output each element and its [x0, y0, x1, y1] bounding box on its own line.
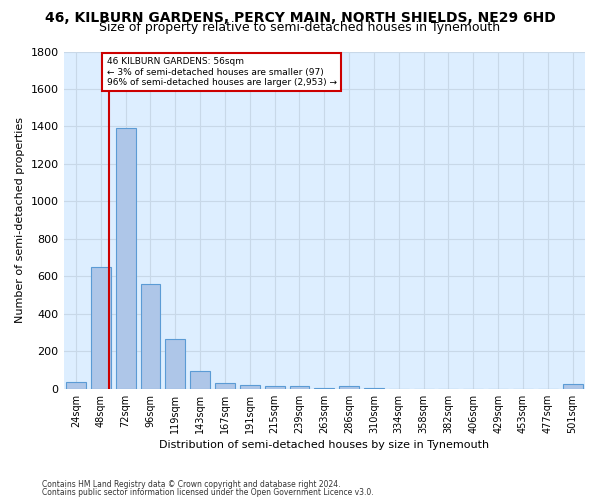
- Text: 46 KILBURN GARDENS: 56sqm
← 3% of semi-detached houses are smaller (97)
96% of s: 46 KILBURN GARDENS: 56sqm ← 3% of semi-d…: [107, 57, 337, 87]
- X-axis label: Distribution of semi-detached houses by size in Tynemouth: Distribution of semi-detached houses by …: [159, 440, 490, 450]
- Bar: [314, 388, 334, 389]
- Bar: [166, 339, 185, 389]
- Bar: [240, 384, 260, 389]
- Bar: [91, 267, 111, 389]
- Bar: [265, 386, 284, 389]
- Bar: [66, 382, 86, 389]
- Y-axis label: Number of semi-detached properties: Number of semi-detached properties: [15, 117, 25, 323]
- Bar: [215, 383, 235, 389]
- Bar: [190, 371, 210, 389]
- Bar: [116, 128, 136, 389]
- Text: Size of property relative to semi-detached houses in Tynemouth: Size of property relative to semi-detach…: [100, 22, 500, 35]
- Bar: [563, 384, 583, 389]
- Bar: [140, 284, 160, 389]
- Text: 46, KILBURN GARDENS, PERCY MAIN, NORTH SHIELDS, NE29 6HD: 46, KILBURN GARDENS, PERCY MAIN, NORTH S…: [44, 11, 556, 25]
- Text: Contains public sector information licensed under the Open Government Licence v3: Contains public sector information licen…: [42, 488, 374, 497]
- Bar: [290, 386, 310, 389]
- Bar: [339, 386, 359, 389]
- Text: Contains HM Land Registry data © Crown copyright and database right 2024.: Contains HM Land Registry data © Crown c…: [42, 480, 341, 489]
